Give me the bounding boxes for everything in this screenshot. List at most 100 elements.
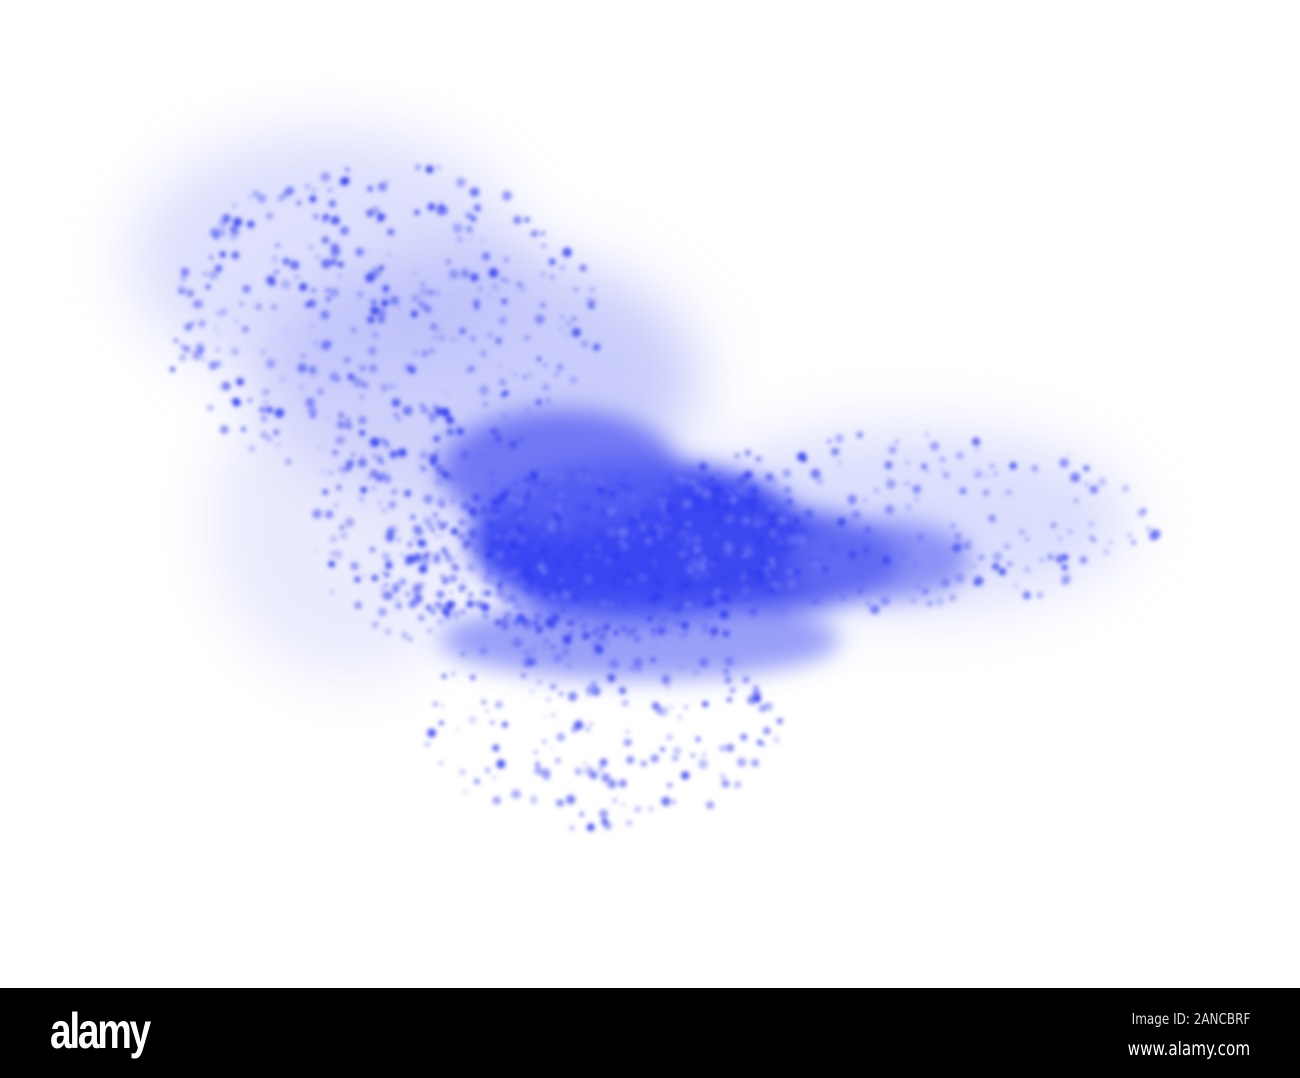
powder-particle bbox=[589, 681, 598, 689]
powder-particle bbox=[387, 252, 391, 256]
powder-particle bbox=[482, 574, 491, 584]
powder-particle bbox=[436, 590, 445, 599]
powder-particle bbox=[485, 590, 491, 596]
powder-particle bbox=[377, 220, 381, 224]
powder-particle bbox=[333, 502, 339, 509]
powder-particle bbox=[434, 407, 444, 416]
powder-particle bbox=[1037, 592, 1043, 598]
powder-particle bbox=[378, 607, 387, 617]
powder-particle bbox=[488, 333, 492, 338]
powder-particle bbox=[514, 497, 524, 507]
powder-particle bbox=[518, 515, 524, 521]
powder-particle bbox=[679, 601, 685, 608]
powder-particle bbox=[385, 561, 393, 570]
powder-particle bbox=[524, 217, 530, 223]
powder-particle bbox=[434, 463, 445, 474]
powder-particle bbox=[666, 734, 673, 741]
powder-particle bbox=[626, 756, 635, 765]
powder-particle bbox=[230, 347, 240, 356]
powder-particle bbox=[463, 520, 470, 527]
powder-particle bbox=[329, 221, 332, 224]
powder-particle bbox=[322, 489, 329, 495]
powder-particle bbox=[500, 277, 505, 282]
powder-particle bbox=[786, 524, 796, 535]
powder-particle bbox=[274, 260, 277, 264]
powder-particle bbox=[988, 514, 996, 523]
powder-particle bbox=[569, 522, 573, 526]
powder-particles bbox=[169, 164, 1161, 832]
powder-particle bbox=[650, 511, 654, 515]
powder-particle bbox=[423, 517, 433, 526]
powder-particle bbox=[493, 532, 502, 541]
powder-particle bbox=[470, 216, 477, 222]
powder-particle bbox=[509, 542, 519, 551]
powder-particle bbox=[626, 730, 630, 734]
powder-particle bbox=[668, 607, 674, 612]
powder-particle bbox=[886, 479, 896, 489]
powder-particle bbox=[542, 590, 550, 598]
powder-particle bbox=[811, 540, 815, 544]
powder-particle bbox=[325, 288, 330, 293]
powder-particle bbox=[551, 712, 556, 718]
powder-particle bbox=[478, 287, 482, 291]
powder-particle bbox=[638, 567, 643, 573]
powder-particle bbox=[522, 568, 532, 578]
powder-particle bbox=[502, 414, 506, 417]
powder-particle bbox=[632, 535, 637, 541]
powder-particle bbox=[434, 476, 444, 486]
powder-particle bbox=[657, 626, 666, 635]
powder-particle bbox=[569, 619, 576, 627]
powder-particle bbox=[659, 511, 663, 514]
powder-particle bbox=[221, 381, 231, 391]
powder-particle bbox=[605, 640, 610, 646]
powder-particle bbox=[217, 334, 220, 337]
powder-particle bbox=[742, 676, 750, 683]
powder-particle bbox=[314, 548, 318, 551]
powder-particle bbox=[418, 564, 428, 574]
powder-particle bbox=[943, 471, 950, 479]
powder-particle bbox=[736, 757, 747, 767]
powder-particle bbox=[1059, 458, 1069, 468]
powder-particle bbox=[328, 199, 337, 208]
powder-particle bbox=[208, 360, 218, 370]
powder-particle bbox=[580, 584, 584, 587]
powder-particle bbox=[795, 549, 799, 554]
powder-particle bbox=[681, 621, 689, 630]
powder-particle bbox=[777, 606, 786, 615]
powder-particle bbox=[1022, 591, 1031, 600]
powder-particle bbox=[979, 555, 984, 560]
powder-particle bbox=[273, 429, 279, 435]
powder-particle bbox=[749, 608, 757, 616]
powder-particle bbox=[862, 526, 872, 535]
powder-particle bbox=[763, 727, 771, 735]
powder-particle bbox=[656, 537, 663, 544]
powder-particle bbox=[354, 601, 362, 610]
powder-particle bbox=[570, 826, 575, 830]
powder-particle bbox=[647, 502, 653, 508]
powder-particle bbox=[541, 486, 544, 490]
powder-particle bbox=[738, 529, 742, 533]
powder-particle bbox=[433, 435, 441, 443]
powder-particle bbox=[371, 206, 380, 215]
powder-particle bbox=[748, 483, 757, 492]
powder-particle bbox=[1024, 566, 1031, 573]
powder-particle bbox=[321, 218, 327, 224]
powder-particle bbox=[633, 657, 643, 667]
powder-particle bbox=[647, 580, 653, 586]
powder-particle bbox=[698, 462, 708, 472]
powder-particle bbox=[1055, 554, 1065, 564]
powder-particle bbox=[940, 578, 950, 588]
powder-particle bbox=[369, 437, 380, 448]
powder-particle bbox=[851, 509, 861, 520]
powder-particle bbox=[543, 638, 549, 644]
powder-particle bbox=[332, 449, 339, 456]
powder-particle bbox=[968, 539, 971, 542]
powder-particle bbox=[743, 509, 746, 512]
powder-particle bbox=[552, 747, 555, 750]
powder-particle bbox=[316, 255, 321, 259]
powder-particle bbox=[972, 564, 976, 568]
powder-particle bbox=[416, 539, 423, 546]
powder-particle bbox=[214, 235, 219, 240]
powder-particle bbox=[822, 566, 830, 573]
powder-particle bbox=[550, 683, 557, 690]
